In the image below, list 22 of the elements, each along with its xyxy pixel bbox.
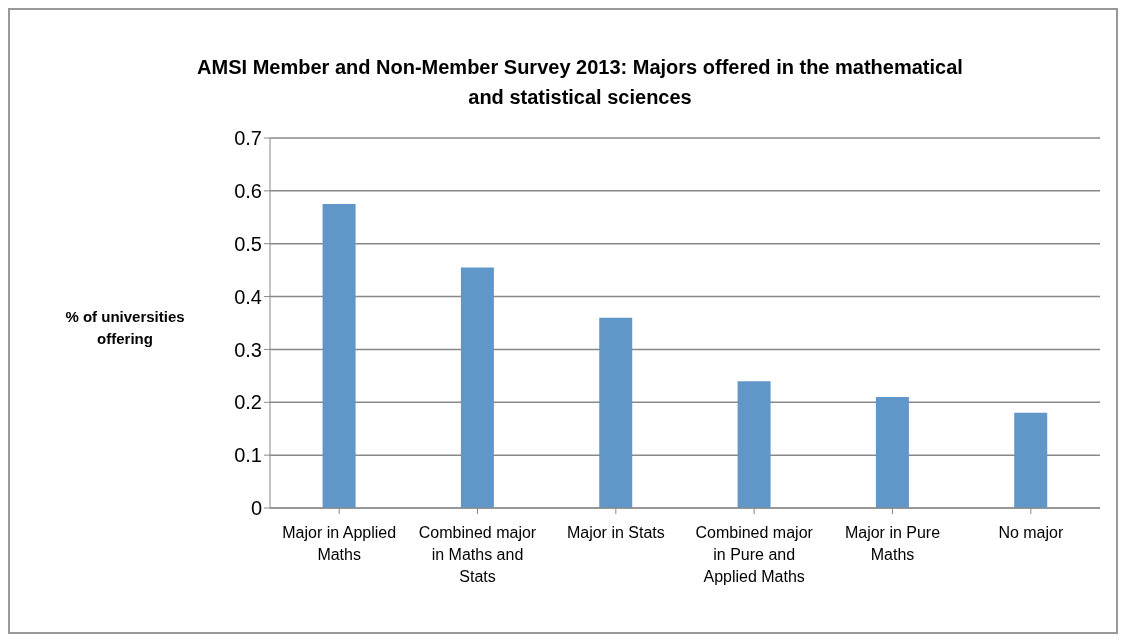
y-tick-label: 0.5 <box>234 232 262 255</box>
y-tick-label: 0.3 <box>234 338 262 361</box>
bar <box>875 397 909 508</box>
x-tick-label: Major in Pure Maths <box>844 524 941 563</box>
x-tick-label: No major <box>998 524 1064 541</box>
chart-title: AMSI Member and Non-Member Survey 2013: Majors offered in the mathematical and statistical sciences <box>196 55 964 110</box>
bar <box>599 317 633 508</box>
y-tick-label: 0 <box>250 497 262 520</box>
x-tick-label: Combined major in Pure and Applied Maths <box>695 524 814 585</box>
bar <box>1014 412 1048 508</box>
y-tick-label: 0.7 <box>234 127 262 150</box>
y-tick-label: 0.6 <box>234 179 262 202</box>
y-tick-label: 0.2 <box>234 391 262 414</box>
x-tick-label: Combined major in Maths and Stats <box>418 524 537 585</box>
x-tick-label: Major in Stats <box>566 524 665 541</box>
y-tick-label: 0.4 <box>234 285 262 308</box>
x-tick-label: Major in Applied Maths <box>282 524 397 563</box>
y-axis-title: % of universities offering <box>64 307 186 349</box>
bar <box>737 381 771 508</box>
y-tick-label: 0.1 <box>234 444 262 467</box>
bar <box>322 204 356 508</box>
bar <box>460 267 494 508</box>
